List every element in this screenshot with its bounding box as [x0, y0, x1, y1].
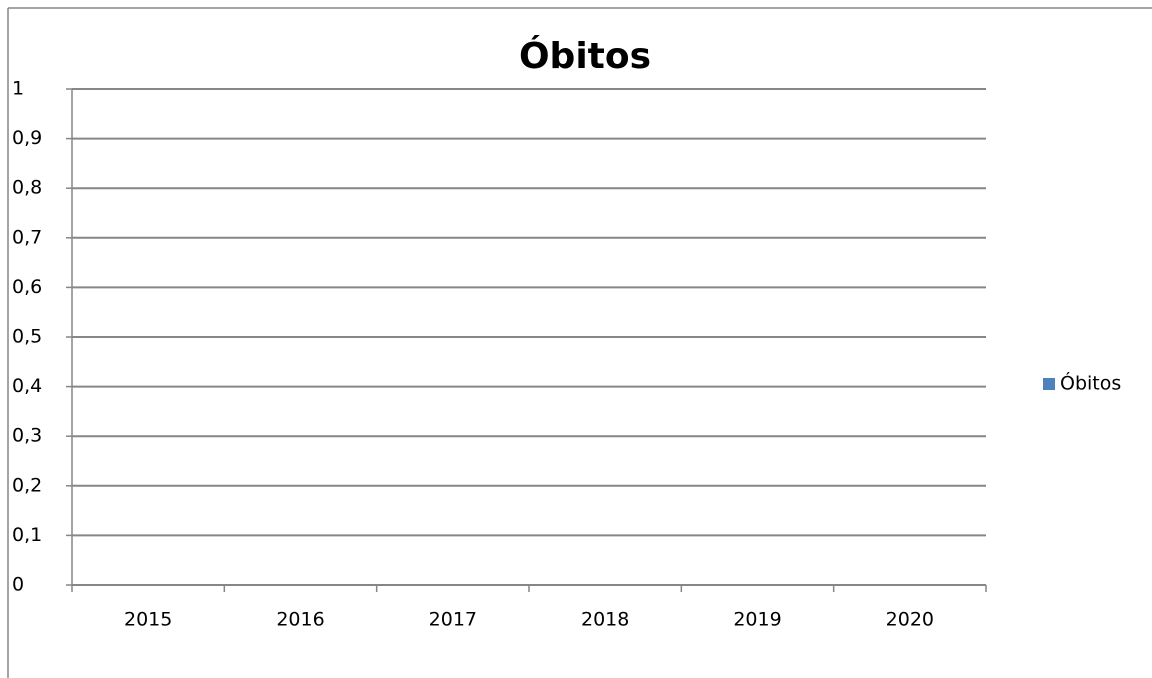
x-tick-label: 2018	[581, 609, 629, 631]
x-tick-label: 2015	[124, 609, 172, 631]
y-tick-label: 0,5	[12, 326, 42, 348]
y-tick-label: 0,2	[12, 474, 42, 496]
y-tick-label: 0,1	[12, 524, 42, 546]
x-tick-label: 2016	[276, 609, 324, 631]
y-tick-label: 0,6	[12, 276, 42, 298]
y-tick-label: 0,8	[12, 177, 42, 199]
y-tick-label: 1	[12, 78, 24, 100]
x-tick-label: 2020	[886, 609, 934, 631]
x-tick-label: 2019	[733, 609, 781, 631]
chart-title: Óbitos	[519, 35, 651, 77]
y-tick-label: 0,7	[12, 226, 42, 248]
y-tick-label: 0,3	[12, 425, 42, 447]
legend-swatch	[1043, 378, 1055, 390]
y-tick-label: 0,4	[12, 375, 42, 397]
legend-label: Óbitos	[1060, 371, 1121, 395]
x-tick-label: 2017	[429, 609, 477, 631]
y-tick-label: 0	[12, 574, 24, 596]
y-tick-label: 0,9	[12, 127, 42, 149]
